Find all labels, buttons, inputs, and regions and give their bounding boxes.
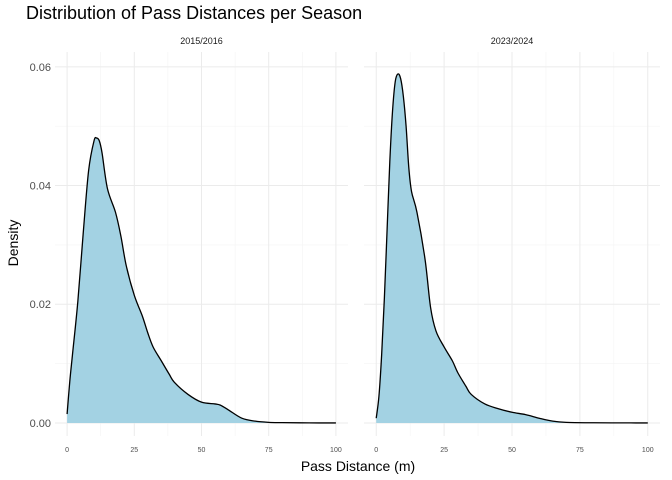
x-tick-label: 50 (198, 447, 206, 454)
x-tick-label: 50 (508, 447, 516, 454)
y-tick-label: 0.02 (30, 299, 51, 311)
x-tick-label: 100 (642, 447, 654, 454)
y-axis-label: Density (5, 220, 21, 267)
density-line (375, 73, 648, 424)
facet-panel-1: 2015/2016 0 25 50 75 100 (55, 36, 348, 454)
facet-strip-label: 2015/2016 (180, 36, 223, 46)
x-tick-label: 75 (576, 447, 584, 454)
chart-title: Distribution of Pass Distances per Seaso… (26, 3, 363, 23)
x-tick-label: 0 (65, 447, 69, 454)
density-area (376, 73, 648, 423)
facet-strip-label: 2023/2024 (491, 36, 534, 46)
y-tick-label: 0.04 (30, 181, 51, 193)
y-tick-label: 0.00 (30, 418, 51, 430)
facet-panel-2: 2023/2024 0 25 50 75 100 (364, 36, 660, 454)
x-axis-label: Pass Distance (m) (301, 458, 415, 474)
density-area (67, 137, 336, 423)
x-tick-label: 100 (330, 447, 342, 454)
x-tick-label: 75 (265, 447, 273, 454)
y-tick-label: 0.06 (30, 62, 51, 74)
density-line (66, 136, 336, 424)
x-tick-label: 0 (374, 447, 378, 454)
x-tick-label: 25 (440, 447, 448, 454)
x-tick-label: 25 (130, 447, 138, 454)
